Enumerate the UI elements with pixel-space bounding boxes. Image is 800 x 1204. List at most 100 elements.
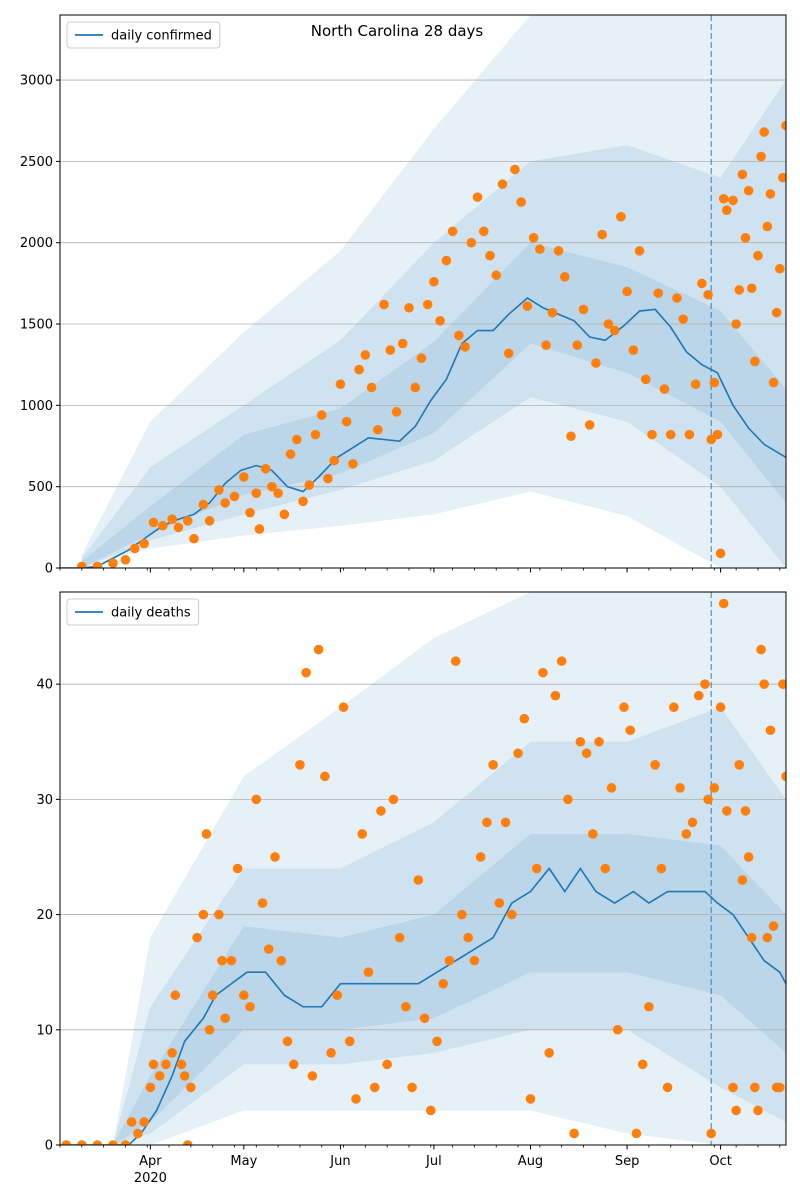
observed-point xyxy=(301,667,311,678)
y-tick-label: 1500 xyxy=(20,318,53,333)
observed-point xyxy=(192,932,202,943)
observed-point xyxy=(778,172,786,183)
observed-point xyxy=(189,533,199,544)
observed-point xyxy=(214,909,224,920)
observed-point xyxy=(245,1001,255,1012)
observed-point xyxy=(298,496,308,507)
observed-point xyxy=(597,229,607,240)
observed-point xyxy=(665,429,676,440)
observed-point xyxy=(397,338,408,349)
observed-point xyxy=(740,233,751,243)
observed-point xyxy=(622,286,632,297)
y-tick-label: 0 xyxy=(45,562,53,577)
observed-point xyxy=(737,169,748,180)
legend-label: daily confirmed xyxy=(111,29,212,44)
observed-point xyxy=(718,193,729,204)
observed-point xyxy=(260,463,271,474)
observed-point xyxy=(606,783,617,793)
observed-point xyxy=(385,345,396,355)
y-tick-label: 2000 xyxy=(20,236,53,251)
observed-point xyxy=(279,509,290,520)
observed-point xyxy=(466,237,477,248)
observed-point xyxy=(609,325,620,336)
observed-point xyxy=(463,932,473,943)
observed-point xyxy=(478,226,489,237)
observed-point xyxy=(413,875,424,885)
observed-point xyxy=(285,449,296,459)
y-tick-label: 40 xyxy=(36,678,53,693)
observed-point xyxy=(631,1128,642,1139)
plot-area xyxy=(60,15,786,568)
observed-point xyxy=(310,429,321,440)
uncertainty-band-outer xyxy=(81,15,786,568)
observed-point xyxy=(198,499,209,510)
observed-point xyxy=(254,524,265,534)
observed-point xyxy=(659,384,670,394)
axes-frame xyxy=(59,14,787,569)
observed-point xyxy=(503,348,514,359)
deaths-panel: 0 10 20 30 40 Apr 2020 May Jun Jul Aug Sep Oct daily … xyxy=(36,591,787,1186)
x-tick-label: Jun xyxy=(329,1154,350,1169)
observed-point xyxy=(737,875,748,885)
observed-point xyxy=(447,226,458,237)
observed-point xyxy=(425,1105,436,1116)
observed-point xyxy=(207,990,218,1001)
observed-point xyxy=(681,829,692,839)
x-tick-label: Jul xyxy=(425,1154,442,1169)
observed-point xyxy=(734,760,745,770)
observed-point xyxy=(332,990,343,1001)
observed-point xyxy=(139,1117,149,1127)
observed-point xyxy=(329,455,339,466)
observed-point xyxy=(170,990,181,1001)
y-tick-label: 1000 xyxy=(20,399,53,414)
observed-point xyxy=(485,250,495,261)
observed-point xyxy=(765,189,776,199)
observed-point xyxy=(731,1105,741,1116)
observed-point xyxy=(619,702,629,713)
y-tick-label: 20 xyxy=(36,908,53,923)
observed-point xyxy=(547,307,558,318)
observed-point xyxy=(541,340,551,350)
observed-point xyxy=(753,1105,763,1116)
observed-point xyxy=(715,702,726,713)
y-tick-label: 10 xyxy=(36,1023,53,1038)
observed-point xyxy=(432,1036,442,1047)
observed-point xyxy=(232,863,243,874)
observed-point xyxy=(251,794,262,805)
observed-point xyxy=(718,598,729,609)
observed-point xyxy=(594,736,604,747)
confirmed-panel: 0 500 1000 1500 2000 2500 3000 daily confirmed xyxy=(20,14,787,577)
observed-point xyxy=(438,978,449,989)
observed-point xyxy=(220,1013,230,1024)
observed-point xyxy=(220,498,230,508)
observed-point xyxy=(173,522,184,533)
uncertainty-band-outer xyxy=(112,592,786,1145)
observed-point xyxy=(217,955,227,966)
legend-label: daily deaths xyxy=(111,606,191,621)
observed-point xyxy=(379,299,389,310)
observed-point xyxy=(61,1140,72,1145)
observed-point xyxy=(581,748,592,759)
observed-point xyxy=(404,302,414,313)
observed-point xyxy=(454,330,464,341)
observed-point xyxy=(553,246,564,256)
observed-point xyxy=(516,197,526,207)
observed-point xyxy=(444,955,455,966)
observed-point xyxy=(731,319,741,329)
observed-point xyxy=(344,1036,355,1047)
observed-point xyxy=(746,932,757,943)
observed-point xyxy=(771,307,782,318)
y-tick-label: 2500 xyxy=(20,155,53,170)
y-tick-label: 3000 xyxy=(20,74,53,89)
x-tick-label: Oct xyxy=(709,1154,731,1169)
observed-point xyxy=(276,955,287,966)
observed-point xyxy=(740,806,751,816)
observed-point xyxy=(77,1140,87,1145)
x-tick-label: May xyxy=(230,1154,257,1169)
observed-point xyxy=(700,679,710,689)
observed-point xyxy=(373,424,383,435)
observed-point xyxy=(600,863,611,874)
observed-point xyxy=(158,520,168,531)
observed-point xyxy=(494,898,505,908)
